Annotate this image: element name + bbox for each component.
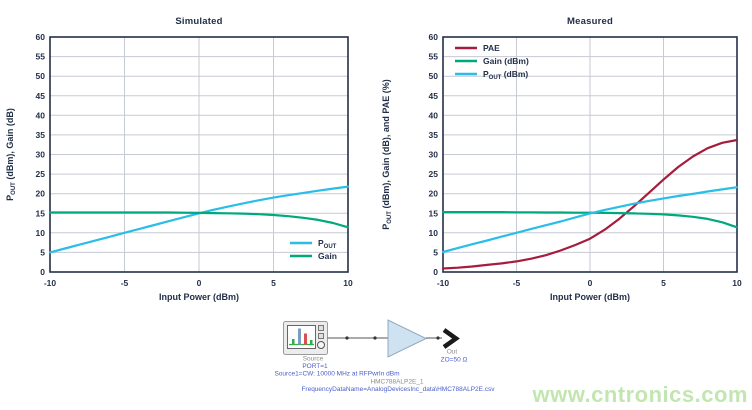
out-arrow-icon [442,328,460,349]
x-tick-label: -5 [121,278,129,288]
y-tick-label: 55 [36,52,46,62]
y-tick-label: 50 [36,71,46,81]
y-tick-label: 40 [429,110,439,120]
y-tick-label: 10 [429,228,439,238]
source-knob [317,341,325,349]
x-tick-label: 5 [661,278,666,288]
y-tick-label: 15 [429,208,439,218]
spectrum-bar-red [304,333,307,345]
source-button [318,333,324,339]
y-tick-label: 15 [36,208,46,218]
x-tick-label: -10 [44,278,57,288]
y-tick-label: 20 [36,189,46,199]
x-tick-label: 5 [271,278,276,288]
y-tick-label: 40 [36,110,46,120]
node-dot [436,336,440,340]
y-axis-label: POUT (dBm), Gain (dB), and PAE (%) [381,79,393,230]
circuit-schematic: Source PORT=1 Source1=CW: 10000 MHz at R… [274,319,495,393]
y-tick-label: 45 [36,91,46,101]
x-tick-label: -10 [437,278,450,288]
plot-border [49,36,349,273]
measured-plot: 0 5 10 15 20 25 30 35 40 45 50 55 60 -10 -5 0 5 10 Measure… [381,16,742,302]
node-dot [373,336,377,340]
y-tick-label: 0 [40,267,45,277]
source-button [318,325,324,331]
source-param: Source1=CW: 10000 MHz at RFPwrIn dBm [274,371,399,378]
x-axis-label: Input Power (dBm) [550,292,630,302]
y-tick-label: 35 [36,130,46,140]
simulated-plot: 0 5 10 15 20 25 30 35 40 45 50 55 60 -10 -5 0 5 10 Simulat… [5,16,353,302]
spectrum-bar-green2 [310,340,313,345]
y-tick-label: 35 [429,130,439,140]
y-tick-label: 50 [429,71,439,81]
chart-title: Measured [567,16,613,27]
out-label: Out [447,349,458,356]
y-tick-label: 60 [36,32,46,42]
y-tick-label: 55 [429,52,439,62]
amplifier-param: FrequencyDataName=AnalogDevicesInc_data\… [301,386,495,393]
y-tick-label: 30 [36,150,46,160]
x-tick-label: 10 [343,278,353,288]
pae-curve [441,138,739,270]
pout-curve [441,186,739,254]
y-axis-label: POUT (dBm), Gain (dB) [5,108,17,201]
x-tick-label: 10 [732,278,742,288]
source-instrument-icon [283,321,328,355]
y-tick-label: 25 [36,169,46,179]
measured-chart: 0 5 10 15 20 25 30 35 40 45 50 55 60 -10 -5 0 5 10 Measure… [381,16,742,302]
y-tick-label: 30 [429,150,439,160]
legend-label-pout: POUT [318,238,337,250]
x-tick-label: -5 [513,278,521,288]
y-tick-label: 60 [429,32,439,42]
y-tick-label: 45 [429,91,439,101]
watermark: www.cntronics.com [532,382,748,407]
plot-border [442,36,738,273]
y-tick-label: 25 [429,169,439,179]
y-tick-label: 20 [429,189,439,199]
spectrum-bar-blue [298,328,301,345]
legend-label-gain: Gain (dBm) [483,56,529,66]
y-tick-label: 5 [40,247,45,257]
y-tick-label: 5 [433,247,438,257]
source-label: Source [303,356,324,363]
out-impedance-label: ZO=50 Ω [441,357,468,364]
spectrum-bar-green [292,339,295,345]
y-tick-label: 10 [36,228,46,238]
legend-label-gain: Gain [318,251,337,261]
amplifier-icon [387,319,428,358]
x-tick-label: 0 [588,278,593,288]
x-axis-label: Input Power (dBm) [159,292,239,302]
legend-label-pout: POUT (dBm) [483,69,528,81]
node-dot [345,336,349,340]
chart-title: Simulated [175,16,222,27]
port-label: PORT=1 [302,363,328,370]
y-tick-label: 0 [433,267,438,277]
x-tick-label: 0 [197,278,202,288]
simulated-chart: 0 5 10 15 20 25 30 35 40 45 50 55 60 -10 -5 0 5 10 Simulat… [5,16,353,302]
gain-curve [48,211,350,229]
legend-label-pae: PAE [483,43,500,53]
amplifier-name: HMC788ALP2E_1 [370,379,423,386]
